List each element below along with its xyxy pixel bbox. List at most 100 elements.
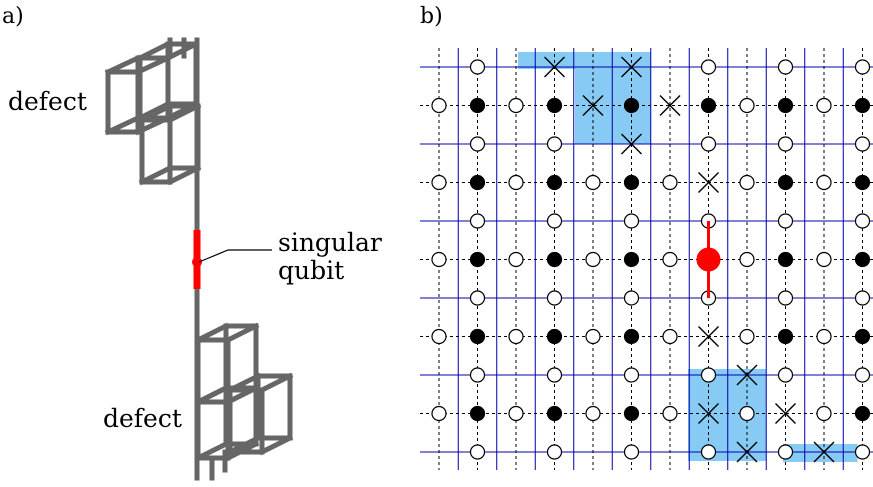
qubit-open <box>777 136 794 152</box>
top-cube-3-edge <box>138 102 174 124</box>
cross-stroke <box>698 403 719 424</box>
qubit-open <box>508 174 524 191</box>
qubit-open <box>508 97 524 114</box>
qubit-open <box>739 251 755 268</box>
lattice <box>420 48 873 470</box>
qubit-open <box>623 213 640 229</box>
measured-cross <box>698 403 719 424</box>
measured-cross <box>736 364 758 386</box>
qubit-open <box>662 174 678 191</box>
qubit-open <box>469 213 486 229</box>
qubit-filled <box>546 328 563 345</box>
qubit-open <box>469 367 486 383</box>
bottom-cube-3-edge <box>258 372 294 394</box>
qubit-filled <box>623 405 640 422</box>
qubit-open <box>431 405 447 422</box>
qubit-open <box>469 136 486 152</box>
qubit-filled <box>623 328 640 345</box>
qubit-open <box>739 328 755 345</box>
cross-stroke <box>582 95 604 116</box>
cross-stroke <box>698 172 719 193</box>
qubit-filled <box>854 328 871 345</box>
measured-cross <box>736 441 758 463</box>
cross-stroke <box>544 56 565 78</box>
measured-cross <box>621 133 642 155</box>
top-cube-2-edge <box>136 40 172 62</box>
measured-cross <box>582 95 604 116</box>
measured-cross <box>775 403 796 424</box>
top-cube-3-edge <box>138 164 174 186</box>
singular-label-line2: qubit <box>278 256 344 285</box>
qubit-filled <box>469 174 486 191</box>
qubit-open <box>662 405 678 422</box>
panel-a-tag: a) <box>2 4 24 29</box>
bottom-cube-2-edge <box>194 384 230 406</box>
qubit-filled <box>546 97 563 114</box>
bottom-cube-3-edge <box>226 372 262 394</box>
cross-stroke <box>659 95 681 116</box>
qubit-filled <box>469 251 486 268</box>
qubit-open <box>623 367 640 383</box>
bottom-cube-3-front <box>227 387 265 455</box>
qubit-filled <box>469 405 486 422</box>
qubit-filled <box>854 97 871 114</box>
qubit-filled <box>854 405 871 422</box>
qubit-open <box>585 251 601 268</box>
qubit-filled <box>777 174 794 191</box>
qubit-open <box>469 59 486 75</box>
qubit-open <box>546 367 563 383</box>
qubit-filled <box>777 251 794 268</box>
qubit-open <box>469 290 486 306</box>
bottom-cube-3-edge <box>226 434 262 456</box>
defect-structure-3d <box>104 37 294 481</box>
qubit-filled <box>854 174 871 191</box>
qubit-open <box>739 405 755 422</box>
qubit-filled <box>469 97 486 114</box>
panel-a: a) defect defect singular qubit <box>2 4 382 481</box>
defect-top-label: defect <box>8 87 87 116</box>
cross-stroke <box>698 326 719 347</box>
measured-cross <box>698 326 719 347</box>
qubit-open <box>431 97 447 114</box>
top-cube-2-edge <box>136 100 172 122</box>
qubit-open <box>854 367 871 383</box>
measured-cross <box>621 56 642 78</box>
qubit-open <box>816 328 832 345</box>
bottom-cube-2-edge <box>194 440 230 462</box>
defect-bottom-label: defect <box>103 404 182 433</box>
qubit-open <box>508 328 524 345</box>
qubit-open <box>623 290 640 306</box>
qubit-open <box>777 444 794 460</box>
qubit-open <box>777 59 794 75</box>
qubit-open <box>816 405 832 422</box>
singular-label-line1: singular <box>278 228 382 257</box>
panel-b: b) <box>420 4 873 470</box>
cross-stroke <box>736 441 758 463</box>
measured-cross <box>659 95 681 116</box>
qubit-filled <box>546 174 563 191</box>
qubit-filled <box>623 97 640 114</box>
qubit-open <box>816 174 832 191</box>
singular-qubit-dot <box>192 257 202 267</box>
qubit-filled <box>623 174 640 191</box>
singular-qubit-marker <box>696 247 721 272</box>
qubit-open <box>700 59 717 75</box>
cross-stroke <box>621 133 642 155</box>
qubit-open <box>508 405 524 422</box>
defect-region-bottom <box>783 444 858 462</box>
qubit-open <box>508 251 524 268</box>
qubit-open <box>777 213 794 229</box>
measured-cross <box>813 441 835 463</box>
panel-b-tag: b) <box>420 4 443 29</box>
qubit-open <box>739 97 755 114</box>
qubit-open <box>854 136 871 152</box>
qubit-filled <box>777 97 794 114</box>
qubit-open <box>816 251 832 268</box>
qubit-open <box>431 328 447 345</box>
qubit-filled <box>469 328 486 345</box>
qubit-open <box>700 444 717 460</box>
cross-stroke <box>621 56 642 78</box>
qubit-open <box>854 444 871 460</box>
top-cube-3-edge <box>166 164 202 186</box>
